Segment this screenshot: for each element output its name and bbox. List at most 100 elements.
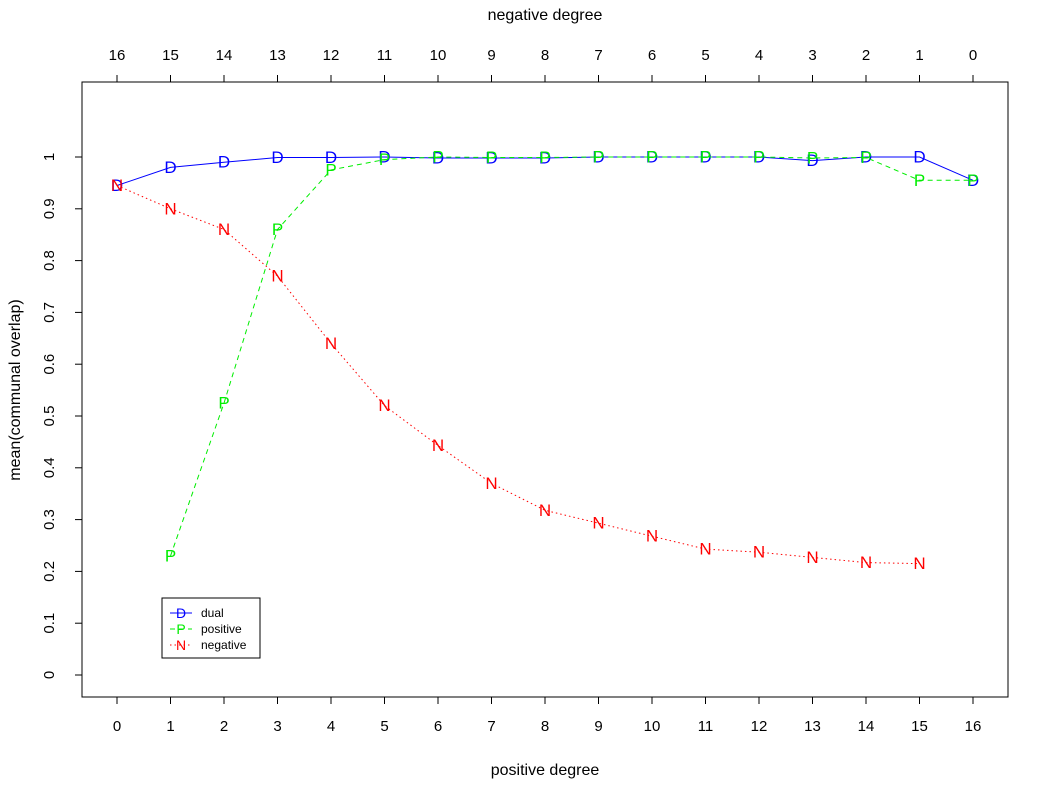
data-point-negative: N [378, 396, 390, 415]
data-point-positive: P [325, 160, 336, 179]
y-tick-label: 1 [41, 153, 58, 161]
data-point-negative: N [485, 474, 497, 493]
x-tick-label: 11 [698, 718, 714, 735]
x-tick-label: 2 [220, 718, 228, 735]
data-point-dual: D [860, 148, 872, 167]
data-point-dual: D [111, 176, 123, 195]
x2-tick-label: 12 [323, 47, 340, 64]
data-point-dual: D [592, 148, 604, 167]
y-tick-label: 0.1 [41, 613, 58, 634]
legend-marker-positive: P [176, 621, 185, 637]
data-point-positive: P [218, 394, 229, 413]
data-point-positive: P [486, 148, 497, 167]
x-tick-label: 16 [965, 718, 982, 735]
data-point-positive: P [272, 220, 283, 239]
y-tick-label: 0.9 [41, 198, 58, 219]
data-point-positive: P [379, 150, 390, 169]
x-tick-label: 10 [644, 718, 661, 735]
data-point-positive: P [807, 149, 818, 168]
x2-tick-label: 2 [862, 47, 870, 64]
data-point-negative: N [913, 554, 925, 573]
legend-label-dual: dual [201, 606, 224, 620]
data-point-dual: D [271, 148, 283, 167]
x-tick-label: 8 [541, 718, 549, 735]
x2-tick-label: 16 [109, 47, 126, 64]
y-tick-label: 0.5 [41, 406, 58, 427]
x-tick-label: 12 [751, 718, 768, 735]
y-axis-title: mean(communal overlap) [7, 299, 24, 480]
data-point-positive: P [646, 148, 657, 167]
data-point-positive: P [753, 148, 764, 167]
data-point-dual: D [806, 151, 818, 170]
x-tick-label: 14 [858, 718, 875, 735]
y-tick-label: 0.6 [41, 354, 58, 375]
y-tick-label: 0.8 [41, 250, 58, 271]
data-point-negative: N [164, 199, 176, 218]
data-point-dual: D [485, 149, 497, 168]
data-point-negative: N [592, 514, 604, 533]
x2-tick-label: 4 [755, 47, 763, 64]
series-line-dual [116, 156, 974, 186]
x2-tick-label: 8 [541, 47, 549, 64]
data-point-positive: P [539, 148, 550, 167]
y-tick-label: 0.3 [41, 509, 58, 530]
data-point-negative: N [860, 553, 872, 572]
x2-tick-label: 7 [594, 47, 602, 64]
data-point-dual: D [432, 149, 444, 168]
x-tick-label: 5 [380, 718, 388, 735]
data-point-positive: P [860, 148, 871, 167]
data-point-dual: D [753, 148, 765, 167]
x-tick-label: 3 [273, 718, 281, 735]
x-tick-label: 0 [113, 718, 121, 735]
x2-tick-label: 0 [969, 47, 977, 64]
data-point-dual: D [539, 149, 551, 168]
data-point-negative: N [699, 540, 711, 559]
x-tick-label: 4 [327, 718, 335, 735]
data-point-positive: P [700, 148, 711, 167]
y-tick-label: 0 [41, 671, 58, 679]
x2-tick-label: 13 [269, 47, 286, 64]
x2-tick-label: 11 [377, 47, 393, 64]
data-point-dual: D [699, 148, 711, 167]
data-point-dual: D [218, 153, 230, 172]
legend-box [161, 597, 261, 659]
data-point-positive: P [593, 148, 604, 167]
data-point-dual: D [646, 148, 658, 167]
top-axis-title: negative degree [488, 7, 603, 24]
x2-tick-label: 9 [487, 47, 495, 64]
data-point-negative: N [111, 176, 123, 195]
data-point-positive: P [967, 171, 978, 190]
legend-marker-dual: D [176, 605, 186, 621]
x2-tick-label: 14 [216, 47, 233, 64]
x-tick-label: 9 [594, 718, 602, 735]
data-point-negative: N [753, 543, 765, 562]
y-tick-label: 0.7 [41, 302, 58, 323]
data-point-positive: P [165, 546, 176, 565]
x-axis-title: positive degree [491, 762, 600, 779]
x2-tick-label: 3 [808, 47, 816, 64]
data-point-dual: D [164, 158, 176, 177]
x2-tick-label: 5 [701, 47, 709, 64]
data-point-negative: N [806, 548, 818, 567]
data-point-negative: N [325, 334, 337, 353]
y-tick-label: 0.4 [41, 457, 58, 478]
data-point-dual: D [325, 148, 337, 167]
legend-label-positive: positive [201, 622, 242, 636]
x-tick-label: 15 [911, 718, 928, 735]
x-tick-label: 13 [804, 718, 821, 735]
data-point-negative: N [539, 501, 551, 520]
data-point-positive: P [432, 148, 443, 167]
x2-tick-label: 10 [430, 47, 447, 64]
data-point-dual: D [913, 148, 925, 167]
x-tick-label: 7 [487, 718, 495, 735]
legend-label-negative: negative [201, 638, 247, 652]
x2-tick-label: 15 [162, 47, 179, 64]
data-point-positive: P [914, 171, 925, 190]
data-point-dual: D [378, 148, 390, 167]
